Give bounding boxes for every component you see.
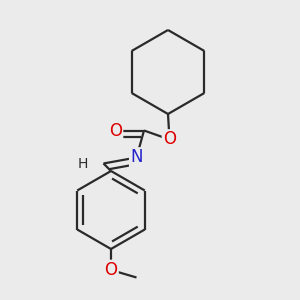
- Text: O: O: [163, 130, 176, 148]
- Text: O: O: [104, 261, 118, 279]
- Text: H: H: [77, 157, 88, 170]
- Text: O: O: [109, 122, 122, 140]
- Text: N: N: [130, 148, 143, 166]
